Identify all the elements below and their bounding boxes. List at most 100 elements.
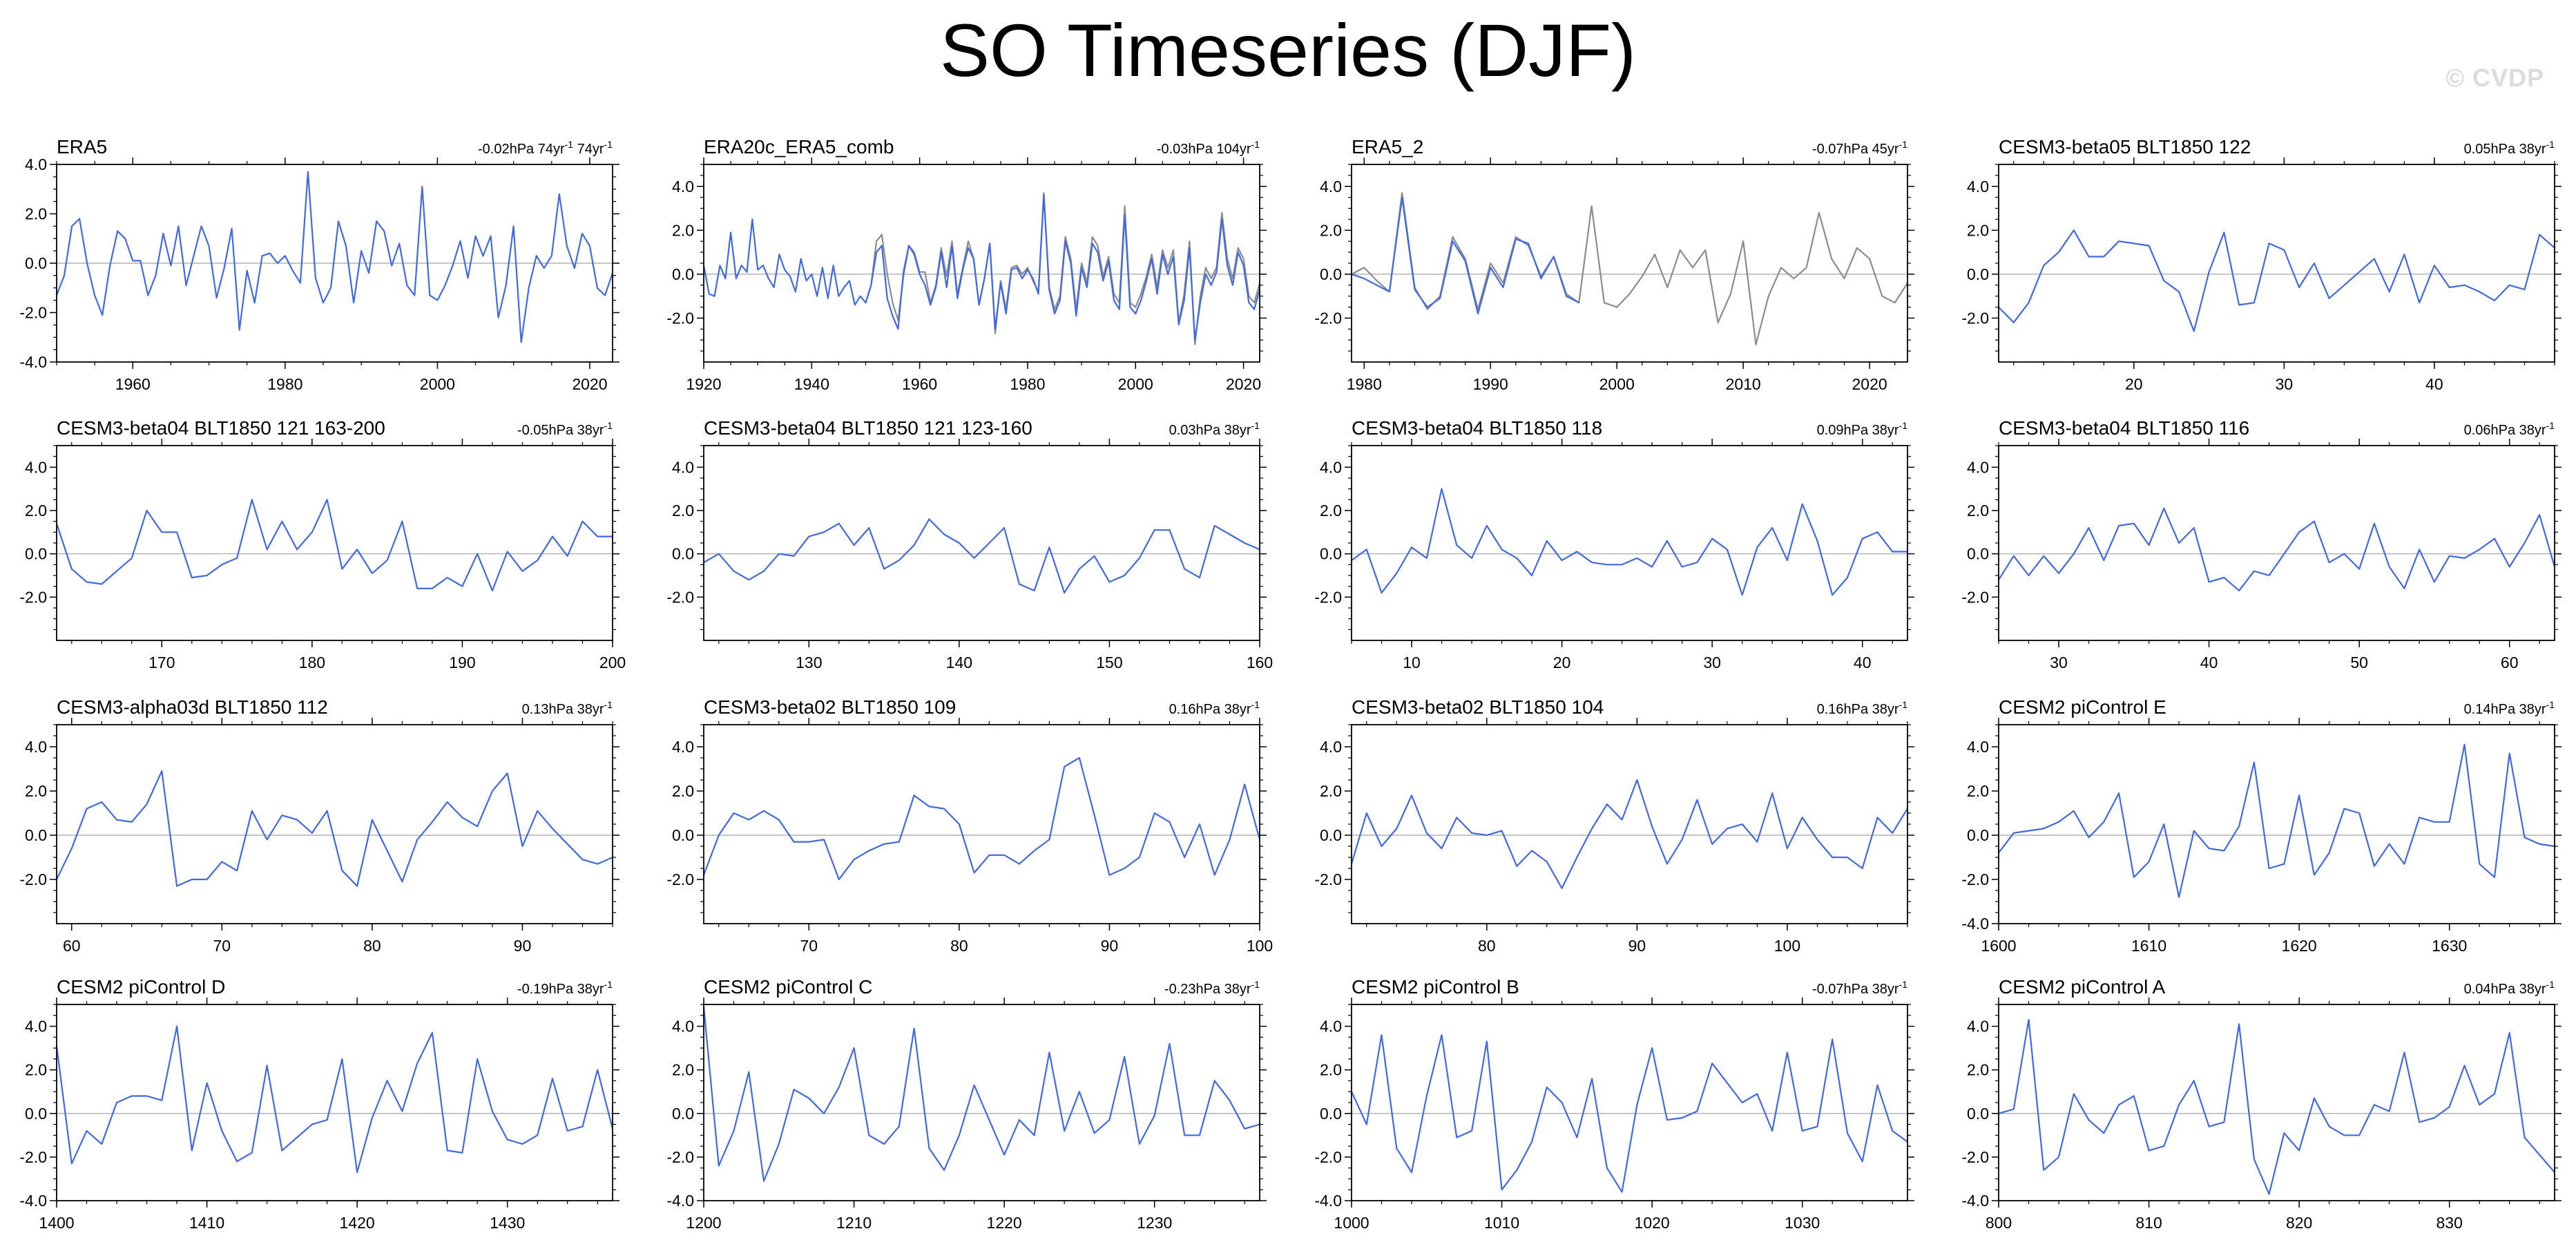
panel-title: CESM2 piControl D [57,976,225,998]
x-tick-label: 1030 [1785,1214,1820,1232]
x-tick-label: 1980 [267,375,302,393]
trend-value: 0.05hPa 38yr [2464,142,2546,157]
y-tick-label: 2.0 [672,221,694,239]
y-tick-label: -4.0 [19,1192,47,1210]
y-tick-label: -2.0 [666,1148,694,1166]
trend-exponent: -1 [604,979,613,990]
trend-value: -0.23hPa 38yr [1164,982,1251,997]
plot-frame [1351,164,1908,363]
trend-exponent: -1 [565,139,574,150]
x-tick-label: 20 [1553,654,1571,671]
x-tick-label: 60 [63,937,81,955]
y-tick-label: 0.0 [1967,265,1989,283]
panel-9: CESM3-alpha03d BLT1850 112 0.13hPa 38yr-1… [19,696,619,955]
y-tick-label: -2.0 [1314,309,1342,327]
x-tick-label: 2020 [572,375,607,393]
y-tick-label: 0.0 [1320,1105,1342,1123]
panel-trend: 0.09hPa 38yr-1 [1817,420,1908,438]
y-tick-label: -2.0 [1961,588,1989,606]
x-tick-label: 150 [1096,654,1122,671]
y-tick-label: 2.0 [1967,1061,1989,1079]
series-line [55,171,614,343]
x-tick-label: 80 [363,937,381,955]
trend-value: 0.04hPa 38yr [2464,982,2546,997]
y-tick-label: 4.0 [1320,178,1342,196]
trend-value: 0.09hPa 38yr [1817,423,1899,438]
x-tick-label: 1200 [686,1214,721,1232]
series-line [702,194,1261,341]
x-tick-label: 1630 [2432,937,2467,955]
series-line [1998,743,2555,898]
y-tick-label: 0.0 [1967,545,1989,563]
x-tick-label: 830 [2436,1214,2463,1232]
panel-title: CESM2 piControl C [704,976,872,998]
y-tick-label: -2.0 [1314,870,1342,888]
x-tick-label: 30 [1703,654,1721,671]
y-tick-label: 0.0 [672,826,694,844]
trend-exponent: -1 [1899,979,1908,990]
y-tick-label: 0.0 [672,265,694,283]
panel-trend: 0.04hPa 38yr-1 [2464,979,2555,997]
y-tick-label: 4.0 [25,1018,47,1036]
panel-trend: -0.23hPa 38yr-1 [1164,979,1260,997]
y-tick-label: 4.0 [25,738,47,756]
trend-exponent: -1 [1251,420,1260,431]
panel-10: CESM3-beta02 BLT1850 109 0.16hPa 38yr-1 -2… [666,696,1273,955]
y-tick-label: 2.0 [1967,221,1989,239]
y-tick-label: 4.0 [672,1018,694,1036]
plot-frame [1998,1004,2555,1201]
x-tick-label: 70 [800,937,818,955]
trend-value: 0.16hPa 38yr [1817,702,1899,717]
panel-13: CESM2 piControl D -0.19hPa 38yr-1 -4.0 -2.0… [19,976,619,1232]
trend-value: -0.19hPa 38yr [517,982,604,997]
main-title: SO Timeseries (DJF) [939,8,1637,92]
y-tick-label: 0.0 [25,1105,47,1123]
x-tick-label: 40 [2200,654,2218,671]
trend-exponent: -1 [2546,979,2555,990]
x-tick-label: 90 [514,937,532,955]
x-tick-label: 160 [1247,654,1273,671]
y-tick-label: -2.0 [1961,870,1989,888]
trend-exponent: -1 [2546,699,2555,710]
x-tick-label: 100 [1774,937,1800,955]
x-tick-label: 1960 [115,375,151,393]
y-tick-label: 2.0 [25,782,47,800]
x-tick-label: 1230 [1137,1214,1172,1232]
y-tick-label: 4.0 [25,458,47,476]
y-tick-label: -2.0 [1961,309,1989,327]
trend-value: 0.06hPa 38yr [2464,423,2546,438]
y-tick-label: 0.0 [25,545,47,563]
x-tick-label: 90 [1101,937,1119,955]
y-tick-label: -2.0 [666,588,694,606]
x-tick-label: 820 [2286,1214,2312,1232]
x-tick-label: 30 [2276,375,2294,393]
x-tick-label: 1960 [902,375,937,393]
series-line [55,499,613,592]
trend-value: -0.07hPa 45yr [1812,142,1899,157]
plot-frame [56,445,613,641]
trend-value: 0.14hPa 38yr [2464,702,2546,717]
x-tick-label: 20 [2125,375,2143,393]
panel-trend: -0.02hPa 74yr-1 74yr-1 [478,139,613,157]
trend-value: -0.07hPa 38yr [1812,982,1899,997]
x-tick-label: 2000 [1118,375,1153,393]
x-tick-label: 1210 [836,1214,872,1232]
panel-trend: 0.13hPa 38yr-1 [522,699,613,717]
panel-title: ERA5 [57,136,107,158]
trend-value: 0.03hPa 38yr [1169,423,1251,438]
panel-title: CESM3-beta04 BLT1850 121 123-160 [704,417,1032,439]
y-tick-label: 4.0 [1967,458,1989,476]
panel-title: CESM2 piControl B [1352,976,1519,998]
trend-exponent: -1 [1899,420,1908,431]
series-line [702,1007,1260,1182]
series-line [1998,507,2556,592]
plot-frame [1351,1004,1908,1201]
y-tick-label: 0.0 [25,254,47,272]
y-tick-label: 2.0 [25,205,47,223]
y-tick-label: 2.0 [672,502,694,520]
y-tick-label: -4.0 [666,1192,694,1210]
panel-trend: 0.03hPa 38yr-1 [1169,420,1260,438]
x-tick-label: 2000 [420,375,455,393]
y-tick-label: 2.0 [25,1061,47,1079]
